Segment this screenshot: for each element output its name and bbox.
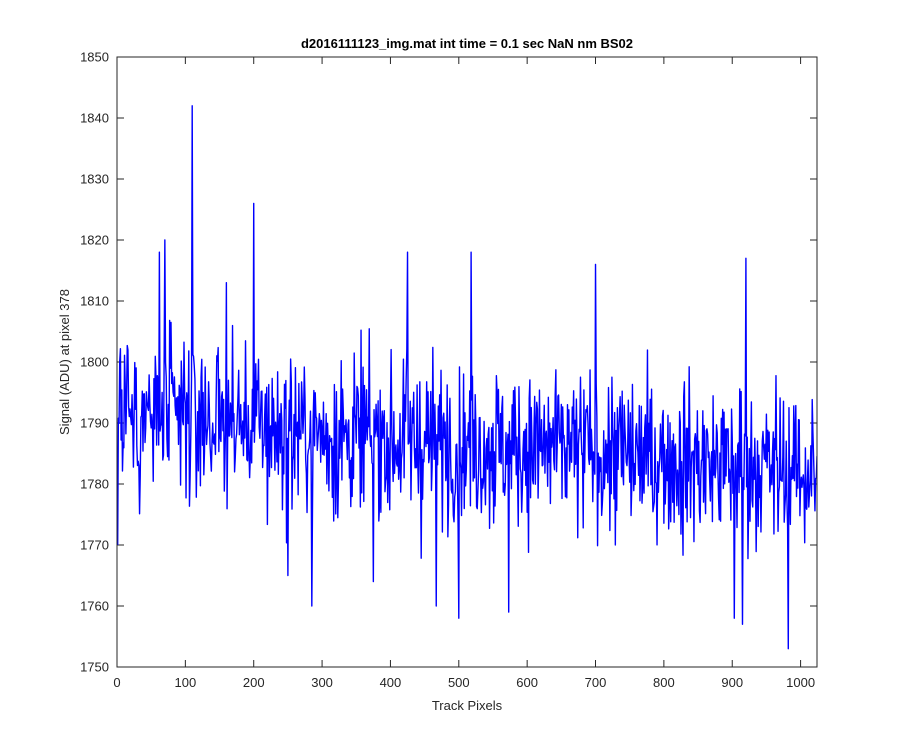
y-axis-label: Signal (ADU) at pixel 378 <box>57 289 72 435</box>
x-tick-label: 1000 <box>786 675 815 690</box>
x-tick-label: 900 <box>721 675 743 690</box>
series-layer <box>117 105 817 650</box>
x-tick-label: 500 <box>448 675 470 690</box>
signal-line <box>117 105 817 650</box>
y-tick-label: 1760 <box>80 599 109 614</box>
x-tick-label: 800 <box>653 675 675 690</box>
x-tick-label: 100 <box>175 675 197 690</box>
x-tick-label: 300 <box>311 675 333 690</box>
y-tick-label: 1800 <box>80 355 109 370</box>
y-tick-label: 1830 <box>80 172 109 187</box>
x-tick-label: 700 <box>585 675 607 690</box>
y-tick-label: 1750 <box>80 660 109 675</box>
x-axis-label: Track Pixels <box>432 698 503 713</box>
plot-area <box>117 57 817 667</box>
tick-labels: 0 100 200 300 400 500 600 700 800 900 1000 1750 1760… <box>80 50 815 691</box>
y-tick-label: 1840 <box>80 111 109 126</box>
y-tick-label: 1770 <box>80 538 109 553</box>
x-tick-label: 0 <box>113 675 120 690</box>
y-tick-label: 1780 <box>80 477 109 492</box>
y-tick-label: 1850 <box>80 50 109 65</box>
axes-box <box>116 56 818 668</box>
y-tick-label: 1790 <box>80 416 109 431</box>
y-tick-label: 1810 <box>80 294 109 309</box>
chart-title: d2016111123_img.mat int time = 0.1 sec N… <box>301 36 633 51</box>
x-tick-label: 400 <box>380 675 402 690</box>
y-tick-label: 1820 <box>80 233 109 248</box>
x-tick-label: 200 <box>243 675 265 690</box>
x-tick-label: 600 <box>516 675 538 690</box>
